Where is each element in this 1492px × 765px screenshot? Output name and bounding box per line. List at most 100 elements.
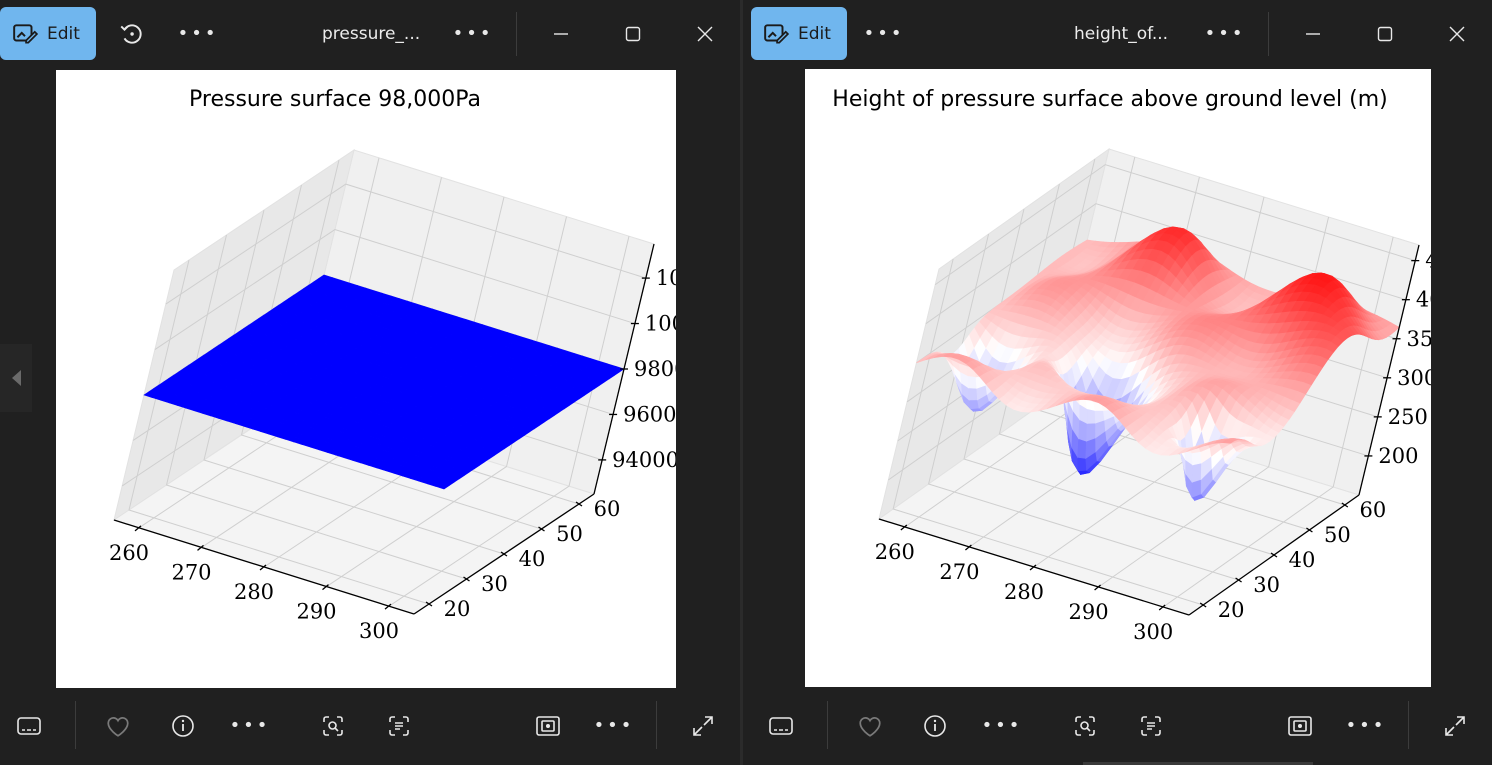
bottom-more-button[interactable]: ••• [592,704,636,748]
chart-title: Height of pressure surface above ground … [832,87,1387,112]
surface-patch [1221,439,1236,444]
minimize-button[interactable] [1293,14,1333,54]
surface-patch [1191,451,1202,466]
title-separator [516,12,517,56]
toolbar-separator [656,701,657,749]
close-icon [1449,26,1465,42]
y-tick-label: 60 [1359,498,1386,522]
chart-pressure: Pressure surface 98,000Pa 260 270 280 290 30… [109,87,736,643]
x-tick-label: 260 [109,541,149,565]
bottom-toolbar: ••• ••• [0,688,740,765]
y-tick [1341,502,1349,508]
close-button[interactable] [685,14,725,54]
y-tick-label: 40 [519,547,546,571]
x-tick-label: 290 [296,600,336,624]
filmstrip-icon [769,717,793,735]
maximize-icon [625,26,641,42]
grid-line-y [998,183,1310,531]
text-scan-button[interactable] [377,704,421,748]
minimize-button[interactable] [541,14,581,54]
fullscreen-button[interactable] [681,704,725,748]
window-divider [740,0,743,765]
image-viewer[interactable]: Pressure surface 98,000Pa 260 270 280 290 30… [56,70,736,688]
maximize-button[interactable] [613,14,653,54]
filmstrip-button[interactable] [7,704,51,748]
y-tick [538,526,545,532]
toolbar-separator [827,701,828,749]
x-tick-label: 280 [234,580,274,604]
y-tick-label: 20 [444,597,471,621]
more-button[interactable]: ••• [228,704,272,748]
bottom-more-button[interactable]: ••• [1344,704,1388,748]
y-tick [1235,577,1242,583]
close-icon [697,26,713,42]
more-icon: ••• [863,23,905,44]
x-tick-label: 260 [875,540,915,564]
info-icon [924,715,946,737]
y-tick-label: 50 [556,522,583,546]
minimize-icon [1306,33,1320,35]
previous-image-button[interactable] [0,344,32,412]
text-scan-icon [389,716,409,736]
grid-line-y [165,234,467,580]
fit-to-window-button[interactable] [526,704,570,748]
y-tick-label: 20 [1218,598,1245,622]
file-title: pressure_... [322,24,421,44]
y-tick-label: 60 [594,497,621,521]
title-more-button[interactable]: ••• [1205,14,1245,54]
x-tick [197,544,204,551]
x-tick [322,584,329,591]
z-tick-label: 450 [1425,249,1431,273]
more-options-button[interactable]: ••• [178,14,218,54]
info-button[interactable] [913,704,957,748]
y-tick [1270,552,1278,558]
visual-search-button[interactable] [311,704,355,748]
image-viewer[interactable]: Height of pressure surface above ground … [805,69,1465,687]
text-scan-button[interactable] [1129,704,1173,748]
more-icon: ••• [1204,23,1246,44]
visual-search-icon [1075,716,1095,736]
toolbar-separator [1408,701,1409,749]
more-icon: ••• [452,23,494,44]
edit-button[interactable]: Edit [751,7,847,60]
z-tick-label: 100000 [645,312,676,336]
chart-height: Height of pressure surface above ground … [832,87,1465,644]
favorite-button[interactable] [96,704,140,748]
fit-to-window-icon [536,716,560,736]
favorite-button[interactable] [848,704,892,748]
more-icon: ••• [229,715,271,736]
surface-patch [1077,457,1087,472]
edit-button[interactable]: Edit [0,7,96,60]
more-icon: ••• [1345,715,1387,736]
surface-patch [1086,408,1096,424]
edit-label: Edit [798,23,831,44]
fullscreen-button[interactable] [1433,704,1477,748]
grid-line-y [963,208,1275,556]
grid-line-y [927,233,1239,581]
heart-icon [107,717,129,737]
title-more-button[interactable]: ••• [453,14,493,54]
fullscreen-icon [1445,716,1465,736]
rotate-button[interactable] [111,14,151,54]
filmstrip-button[interactable] [759,704,803,748]
more-button[interactable]: ••• [980,704,1024,748]
more-options-button[interactable]: ••• [864,14,904,54]
surface-patch [968,387,978,401]
x-tick [259,564,267,571]
y-tick [425,601,433,607]
info-button[interactable] [161,704,205,748]
maximize-button[interactable] [1365,14,1405,54]
fit-to-window-button[interactable] [1278,704,1322,748]
x-tick [1029,564,1037,571]
info-icon [172,715,194,737]
grid-line-x [326,216,567,587]
visual-search-button[interactable] [1063,704,1107,748]
x-tick [900,524,908,531]
filmstrip-icon [17,717,41,735]
close-button[interactable] [1437,14,1477,54]
surface-patch [1086,422,1096,442]
x-tick-label: 270 [939,560,979,584]
z-tick-label: 102000 [656,266,676,290]
x-tick [1158,604,1166,611]
rotate-icon [120,24,142,44]
